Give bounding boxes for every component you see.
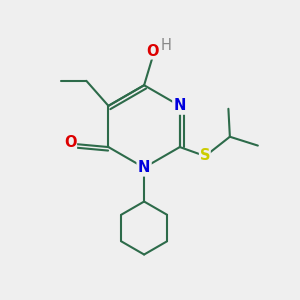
Text: H: H xyxy=(161,38,172,53)
Text: N: N xyxy=(138,160,150,175)
Text: S: S xyxy=(200,148,210,164)
Text: O: O xyxy=(64,135,76,150)
Text: N: N xyxy=(174,98,186,113)
Text: O: O xyxy=(147,44,159,59)
